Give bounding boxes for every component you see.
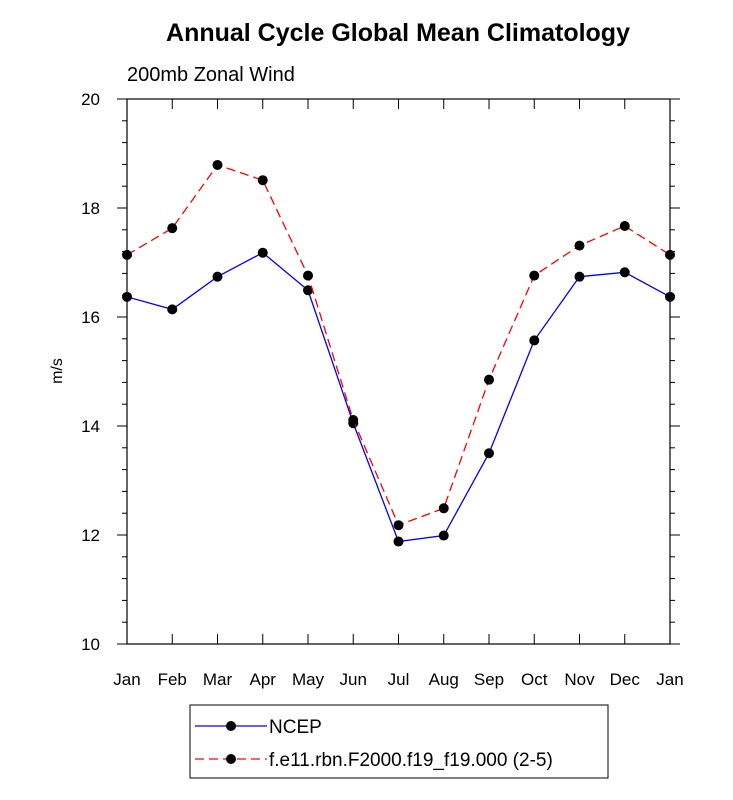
plot-frame — [126, 98, 671, 645]
data-point-0-4 — [303, 285, 313, 296]
series-line-1 — [126, 164, 671, 527]
x-tick-label: Jan — [656, 670, 683, 689]
data-point-1-6 — [393, 520, 404, 531]
data-point-0-0 — [122, 291, 132, 302]
x-tick-labels: Jan Feb Mar Apr May Jun Jul Aug Sep Oct Nov Dec Jan — [113, 670, 683, 689]
x-tick-label: Sep — [474, 670, 504, 689]
legend-marker-model — [226, 754, 236, 764]
data-point-1-5 — [348, 415, 359, 426]
y-tick-labels: 10 12 14 16 18 20 — [81, 90, 100, 654]
data-point-1-4 — [303, 270, 313, 281]
data-point-1-9 — [529, 270, 540, 281]
data-point-0-3 — [257, 247, 268, 258]
legend-box — [189, 704, 609, 779]
y-tick-label: 18 — [81, 199, 100, 218]
data-point-0-2 — [212, 271, 223, 282]
data-point-0-10 — [574, 271, 585, 282]
x-tick-label: May — [292, 670, 325, 689]
x-tick-label: Nov — [564, 670, 595, 689]
chart-title: Annual Cycle Global Mean Climatology — [166, 19, 630, 47]
data-point-0-1 — [167, 304, 178, 315]
series-line-0 — [126, 251, 671, 543]
y-tick-label: 16 — [81, 308, 100, 327]
data-point-1-10 — [574, 240, 585, 251]
y-tick-label: 14 — [81, 417, 100, 436]
data-point-1-7 — [438, 503, 449, 514]
data-point-0-11 — [619, 267, 630, 278]
data-point-1-12 — [665, 249, 675, 260]
data-point-0-8 — [484, 448, 494, 459]
data-point-1-8 — [484, 374, 494, 385]
y-tick-label: 12 — [81, 526, 100, 545]
series-group — [122, 159, 675, 547]
data-point-1-3 — [257, 175, 268, 186]
axis-ticks — [117, 98, 680, 645]
x-tick-label: Mar — [203, 670, 233, 689]
x-tick-label: Apr — [250, 670, 277, 689]
x-tick-label: Aug — [429, 670, 459, 689]
data-point-1-11 — [619, 220, 630, 231]
y-tick-label: 20 — [81, 90, 100, 109]
x-tick-label: Oct — [521, 670, 548, 689]
legend-label-model: f.e11.rbn.F2000.f19_f19.000 (2-5) — [269, 750, 553, 771]
data-point-1-1 — [167, 223, 178, 234]
data-point-0-7 — [438, 530, 449, 541]
y-tick-label: 10 — [81, 635, 100, 654]
data-point-0-6 — [393, 536, 404, 547]
x-tick-label: Jan — [113, 670, 140, 689]
data-point-0-12 — [665, 291, 675, 302]
legend: NCEP f.e11.rbn.F2000.f19_f19.000 (2-5) — [189, 704, 609, 779]
data-point-0-9 — [529, 335, 540, 346]
chart-subtitle: 200mb Zonal Wind — [127, 64, 295, 86]
x-tick-label: Jul — [388, 670, 410, 689]
legend-label-ncep: NCEP — [269, 717, 322, 738]
x-tick-label: Jun — [340, 670, 367, 689]
x-tick-label: Dec — [610, 670, 641, 689]
data-point-1-2 — [212, 159, 223, 170]
x-tick-label: Feb — [158, 670, 187, 689]
legend-marker-ncep — [226, 721, 236, 731]
data-point-1-0 — [122, 249, 132, 260]
y-axis-label: m/s — [49, 358, 66, 384]
